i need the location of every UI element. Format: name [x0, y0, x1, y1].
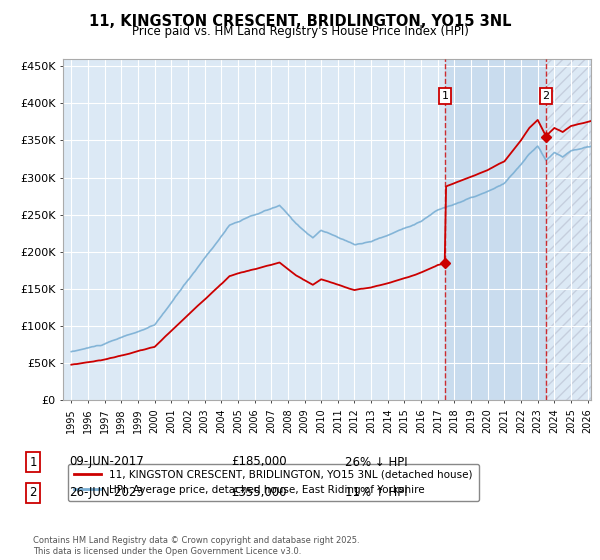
Text: £185,000: £185,000: [231, 455, 287, 469]
Text: Price paid vs. HM Land Registry's House Price Index (HPI): Price paid vs. HM Land Registry's House …: [131, 25, 469, 38]
Text: 2: 2: [29, 486, 37, 500]
Text: 26% ↓ HPI: 26% ↓ HPI: [345, 455, 407, 469]
Text: 2: 2: [542, 91, 550, 101]
Text: Contains HM Land Registry data © Crown copyright and database right 2025.
This d: Contains HM Land Registry data © Crown c…: [33, 536, 359, 556]
Text: £355,000: £355,000: [231, 486, 287, 500]
Bar: [546, 59, 591, 400]
Bar: [546, 59, 591, 400]
Bar: [445, 59, 546, 400]
Text: 1: 1: [29, 455, 37, 469]
Text: 11% ↑ HPI: 11% ↑ HPI: [345, 486, 407, 500]
Text: 26-JUN-2023: 26-JUN-2023: [69, 486, 144, 500]
Text: 11, KINGSTON CRESCENT, BRIDLINGTON, YO15 3NL: 11, KINGSTON CRESCENT, BRIDLINGTON, YO15…: [89, 14, 511, 29]
Legend: 11, KINGSTON CRESCENT, BRIDLINGTON, YO15 3NL (detached house), HPI: Average pric: 11, KINGSTON CRESCENT, BRIDLINGTON, YO15…: [68, 464, 479, 501]
Text: 1: 1: [442, 91, 449, 101]
Text: 09-JUN-2017: 09-JUN-2017: [69, 455, 144, 469]
